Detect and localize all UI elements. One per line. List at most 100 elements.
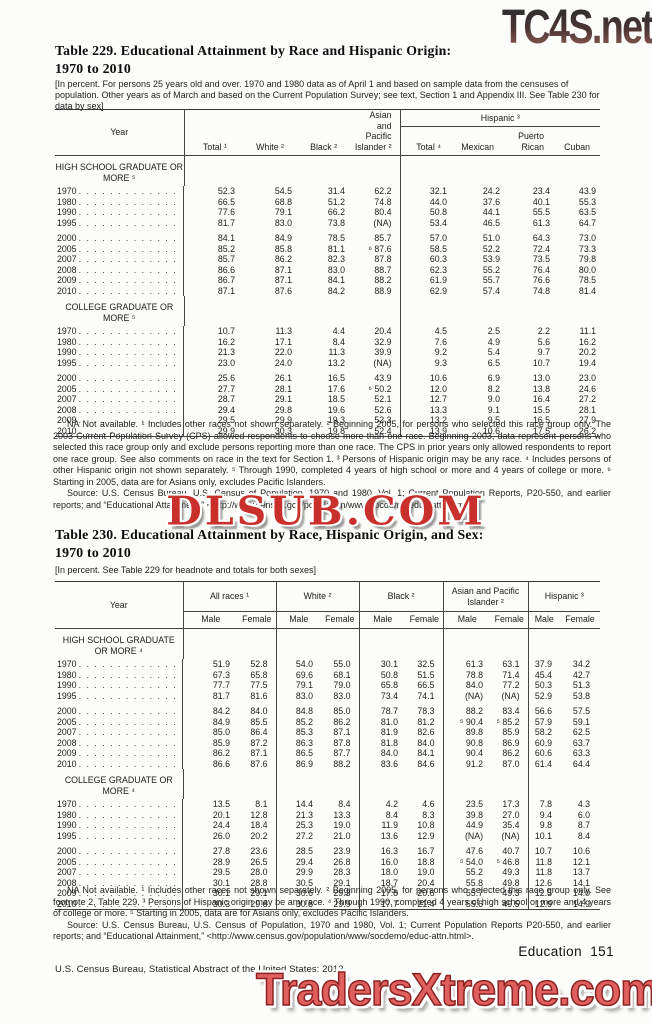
value-cell: 55.8 [465, 877, 484, 888]
value-cell: 63.3 [572, 748, 591, 758]
table230-headnote: [In percent. See Table 229 for headnote … [55, 565, 317, 575]
value-cell: 55.3 [578, 196, 597, 207]
column-header-puerto-rican: Puerto Rican [508, 126, 558, 156]
dot-leader [79, 867, 180, 878]
value-cell: 55.6 [465, 898, 484, 909]
table-229: Year Total ¹ White ² Black ² Asian and P… [55, 109, 601, 437]
value-cell: 9.7 [537, 347, 550, 357]
year-cell: 1990 [55, 207, 184, 218]
table-row: 2009 86.2 87.1 86.5 87.7 84.0 84.1 90.4 86.2 60.6… [55, 748, 600, 759]
value-cell: 11.8 [535, 856, 553, 867]
value-cell: 49.3 [491, 867, 529, 878]
value-cell: 65.8 [380, 680, 399, 690]
value-cell: 20.2 [578, 347, 597, 357]
column-header-hispanic-total: Total ⁴ [400, 126, 455, 156]
value-cell: 20.1 [212, 809, 230, 820]
value-cell: 26.0 [212, 830, 230, 841]
value-cell: 86.2 [212, 748, 230, 758]
value-cell: 8.4 [332, 336, 345, 347]
value-cell: 79.1 [274, 207, 292, 217]
year-cell: 2007 [55, 867, 183, 878]
value-cell: 17.6 [327, 383, 345, 394]
column-header-white: White ² [243, 109, 300, 156]
column-header-black: Black ² [300, 109, 353, 156]
value-cell: 30.8 [295, 898, 314, 909]
value-cell: ⁶ 87.6 [353, 243, 401, 254]
value-cell: 84.1 [217, 233, 235, 243]
value-cell: 19.4 [578, 357, 597, 368]
table-row: 2005 28.9 26.5 29.4 26.8 16.0 18.8 ⁵ 54.0 ⁵ 46.8… [55, 856, 600, 867]
table-row: 1990 77.7 77.5 79.1 79.0 65.8 66.5 84.0 77.2 50.3… [55, 680, 600, 691]
value-cell: 37.9 [534, 659, 553, 669]
year-label: 2005 [57, 383, 77, 394]
value-cell: 60.9 [534, 737, 553, 748]
value-cell: 61.3 [465, 659, 484, 669]
table-row: 1995 23.0 24.0 13.2 (NA) 9.3 6.5 10.7 19.4 [55, 357, 600, 368]
section-header-row: COLLEGE GRADUATE OR MORE ⁵ [55, 296, 600, 326]
value-cell: 63.1 [491, 659, 529, 670]
year-cell: 1970 [55, 326, 184, 337]
value-cell: 50.3 [534, 680, 553, 690]
dot-leader [79, 670, 180, 681]
year-label: 1990 [57, 820, 77, 830]
value-cell: 79.0 [321, 680, 360, 691]
value-cell: 23.0 [217, 357, 235, 368]
value-cell: 86.7 [217, 275, 235, 285]
dot-leader [79, 347, 181, 358]
value-cell: 23.0 [578, 373, 597, 383]
value-cell: 86.2 [491, 748, 529, 759]
dot-leader [79, 384, 181, 395]
year-cell: 2009 [55, 888, 183, 899]
value-cell: 19.3 [327, 415, 345, 425]
value-cell: ⁵ 54.0 [459, 856, 484, 867]
value-cell: 28.0 [238, 867, 277, 878]
value-cell: 83.0 [321, 690, 360, 701]
table-row: 2005 85.2 85.8 81.1 ⁶ 87.6 58.5 52.2 72.4 73.3 [55, 243, 600, 254]
value-cell: 10.6 [429, 373, 447, 383]
year-cell: 2007 [55, 254, 184, 265]
value-cell: 29.5 [212, 867, 230, 877]
column-header-female: Female [321, 611, 360, 629]
value-cell: 87.2 [238, 737, 277, 748]
table-row: 2010 86.6 87.6 86.9 88.2 83.6 84.6 91.2 87.0 61.4… [55, 758, 600, 769]
column-header-cuban: Cuban [558, 126, 601, 156]
value-cell: 13.7 [572, 867, 591, 877]
year-label: 2000 [57, 373, 77, 383]
value-cell: 18.0 [380, 867, 399, 877]
value-cell: 81.4 [578, 285, 597, 296]
value-cell: ⁵ 46.8 [491, 856, 529, 867]
value-cell: 4.2 [385, 799, 399, 809]
column-header-male: Male [276, 611, 322, 629]
value-cell: 2.2 [537, 326, 550, 336]
value-cell: 27.2 [578, 394, 597, 404]
value-cell: 10.7 [532, 357, 550, 368]
year-cell: 2000 [55, 701, 183, 717]
value-cell: 11.9 [381, 820, 399, 830]
table-row: 2008 85.9 87.2 86.3 87.8 81.8 84.0 90.8 86.9 60.9… [55, 737, 600, 748]
year-cell: 2000 [55, 841, 183, 857]
value-cell: 74.1 [406, 690, 444, 701]
year-label: 2007 [57, 727, 77, 737]
year-label: 1970 [57, 186, 77, 196]
value-cell: 79.8 [578, 254, 597, 264]
value-cell: 84.0 [406, 737, 444, 748]
watermark-tc4s: TC4S.net [501, 0, 652, 54]
value-cell: 73.5 [532, 254, 550, 264]
table-row: 1990 77.6 79.1 66.2 80.4 50.8 44.1 55.5 63.5 [55, 207, 600, 218]
dot-leader [79, 275, 181, 286]
value-cell: 84.1 [327, 275, 345, 285]
value-cell: 17.3 [491, 799, 529, 810]
dot-leader [79, 197, 181, 208]
value-cell: 12.8 [238, 809, 277, 820]
year-cell: 2005 [55, 383, 184, 395]
value-cell: 12.9 [406, 830, 444, 841]
value-cell: 44.9 [465, 820, 484, 830]
dot-leader [79, 233, 181, 244]
value-cell: 9.1 [487, 404, 500, 415]
year-label: 1970 [57, 799, 77, 809]
value-cell: 29.6 [238, 898, 277, 910]
value-cell: 87.1 [274, 275, 292, 285]
value-cell: 62.2 [353, 186, 401, 197]
value-cell: 85.9 [212, 737, 230, 748]
value-cell: 52.3 [353, 415, 401, 426]
